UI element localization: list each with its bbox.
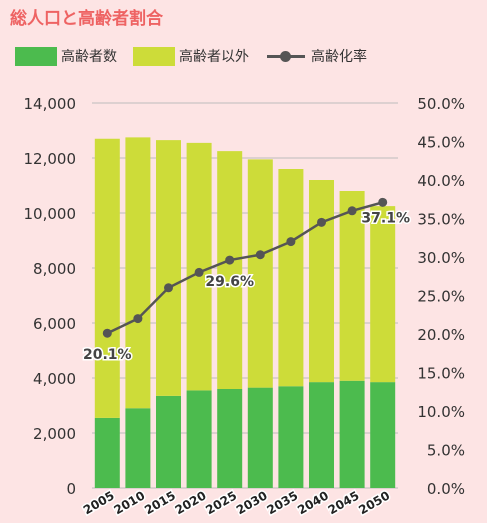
x-tick-label: 2045: [326, 488, 362, 517]
rate-point: [133, 314, 143, 324]
bar-non-elderly: [156, 140, 181, 396]
y-right-tick-label: 35.0%: [417, 211, 465, 229]
rate-point: [317, 217, 326, 227]
x-tick-label: 2025: [203, 488, 239, 517]
y-left-tick-label: 14,000: [24, 95, 77, 113]
rate-data-label: 20.1%: [83, 347, 132, 363]
rate-point: [286, 237, 296, 247]
y-right-tick-label: 25.0%: [417, 288, 465, 306]
x-tick-label: 2010: [111, 488, 147, 517]
bar-non-elderly: [309, 180, 334, 383]
bar-non-elderly: [247, 159, 273, 388]
y-right-tick-label: 20.0%: [417, 326, 465, 344]
bar-non-elderly: [278, 169, 304, 387]
rate-point: [347, 206, 357, 216]
bar-elderly: [156, 395, 181, 488]
rate-point: [378, 197, 388, 207]
rate-point: [102, 328, 112, 338]
x-tick-label: 2035: [264, 488, 300, 517]
bar-elderly: [186, 390, 212, 488]
y-left-tick-label: 6,000: [33, 315, 76, 333]
bar-elderly: [278, 386, 304, 488]
rate-point: [255, 250, 265, 260]
y-left-tick-label: 10,000: [24, 205, 77, 223]
chart-title: 総人口と高齢者割合: [10, 9, 163, 29]
bar-non-elderly: [125, 137, 151, 409]
y-left-tick-label: 2,000: [33, 425, 76, 443]
legend-swatch-elderly: [15, 46, 57, 66]
rate-point: [164, 283, 173, 293]
y-left-tick-label: 12,000: [24, 150, 77, 168]
legend-item-non-elderly: 高齢者以外: [133, 46, 249, 66]
x-tick-label: 2040: [295, 488, 331, 517]
rate-point: [225, 255, 235, 265]
bar-non-elderly: [186, 142, 212, 391]
bar-non-elderly: [370, 206, 396, 383]
legend-label-non-elderly: 高齢者以外: [179, 49, 249, 65]
bar-non-elderly: [339, 191, 365, 381]
y-left-tick-label: 8,000: [33, 260, 76, 278]
rate-data-label: 37.1%: [361, 210, 410, 226]
bar-non-elderly: [217, 151, 243, 389]
bar-elderly: [94, 417, 120, 488]
bar-non-elderly: [94, 138, 120, 418]
bar-elderly: [247, 387, 273, 488]
x-tick-label: 2030: [234, 488, 270, 517]
x-tick-label: 2020: [173, 488, 209, 517]
rate-data-label: 29.6%: [205, 274, 254, 290]
x-tick-label: 2050: [356, 488, 392, 517]
x-tick-label: 2005: [81, 488, 117, 517]
bar-elderly: [217, 389, 243, 488]
y-left-tick-label: 0: [66, 480, 76, 498]
rate-line: [106, 201, 384, 335]
bar-elderly: [370, 382, 396, 488]
legend-item-rate: 高齢化率: [265, 46, 367, 66]
legend-label-elderly: 高齢者数: [61, 49, 117, 65]
legend-swatch-rate: [265, 47, 307, 66]
bar-elderly: [309, 382, 334, 488]
rate-point: [194, 267, 204, 277]
legend-label-rate: 高齢化率: [311, 49, 367, 65]
y-left-tick-label: 4,000: [33, 370, 76, 388]
y-right-tick-label: 5.0%: [427, 442, 465, 460]
y-right-tick-label: 15.0%: [417, 365, 465, 383]
legend-swatch-non-elderly: [133, 46, 175, 66]
y-right-tick-label: 45.0%: [417, 134, 465, 152]
y-right-tick-label: 40.0%: [417, 172, 465, 190]
bar-elderly: [125, 408, 151, 488]
legend-item-elderly: 高齢者数: [15, 46, 117, 66]
y-right-tick-label: 0.0%: [427, 480, 465, 498]
x-tick-label: 2015: [142, 488, 178, 517]
y-right-tick-label: 50.0%: [417, 95, 465, 113]
legend: 高齢者数 高齢者以外 高齢化率: [15, 46, 383, 66]
y-right-tick-label: 10.0%: [417, 403, 465, 421]
y-right-tick-label: 30.0%: [417, 249, 465, 267]
bar-elderly: [339, 380, 365, 488]
